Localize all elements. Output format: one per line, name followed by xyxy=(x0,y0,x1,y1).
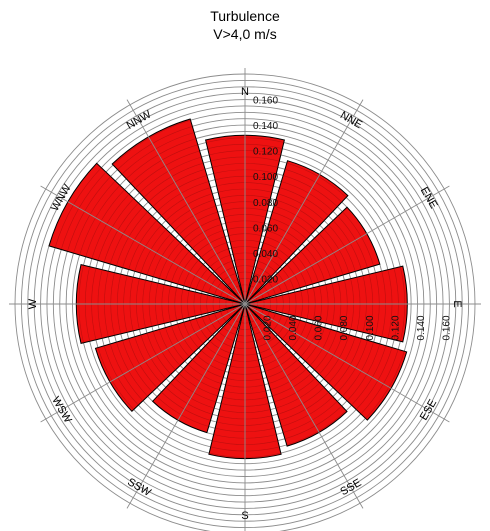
direction-label-w: W xyxy=(27,298,39,309)
tick-label-north: 0.100 xyxy=(253,172,278,183)
chart-title-block: Turbulence V>4,0 m/s xyxy=(0,7,490,43)
tick-label-east: 0.100 xyxy=(365,315,376,340)
tick-label-east: 0.160 xyxy=(441,315,452,340)
direction-label-ese: ESE xyxy=(418,397,439,422)
spoke-ese xyxy=(244,303,450,423)
tick-label-north: 0.140 xyxy=(253,121,278,132)
tick-label-north: 0.080 xyxy=(253,198,278,209)
tick-label-north: 0.020 xyxy=(253,274,278,285)
direction-spokes xyxy=(9,68,481,531)
tick-label-north: 0.040 xyxy=(253,249,278,260)
direction-label-s: S xyxy=(241,510,248,522)
chart-title: Turbulence xyxy=(210,8,280,24)
direction-label-nnw: NNW xyxy=(125,108,154,132)
spoke-ssw xyxy=(126,303,246,509)
tick-label-east: 0.080 xyxy=(339,315,350,340)
tick-label-north: 0.120 xyxy=(253,147,278,158)
spoke-sse xyxy=(244,303,364,509)
tick-label-east: 0.120 xyxy=(390,315,401,340)
direction-label-n: N xyxy=(241,86,249,98)
tick-label-east: 0.020 xyxy=(263,315,274,340)
tick-label-east: 0.040 xyxy=(288,315,299,340)
chart-subtitle: V>4,0 m/s xyxy=(213,26,277,42)
tick-label-north: 0.160 xyxy=(253,96,278,107)
spoke-wnw xyxy=(40,185,246,305)
radial-tick-labels: 0.020 0.020 0.040 0.040 0.060 0.060 0.080 0.080… xyxy=(253,96,452,341)
tick-label-north: 0.060 xyxy=(253,223,278,234)
spoke-ene xyxy=(244,185,450,305)
direction-label-sse: SSE xyxy=(338,477,363,498)
spoke-nnw xyxy=(126,99,246,305)
tick-label-east: 0.140 xyxy=(416,315,427,340)
spoke-nne xyxy=(244,99,364,305)
tick-label-east: 0.060 xyxy=(314,315,325,340)
bars xyxy=(48,118,408,460)
spoke-wsw xyxy=(40,303,246,423)
direction-label-e: E xyxy=(451,300,463,307)
